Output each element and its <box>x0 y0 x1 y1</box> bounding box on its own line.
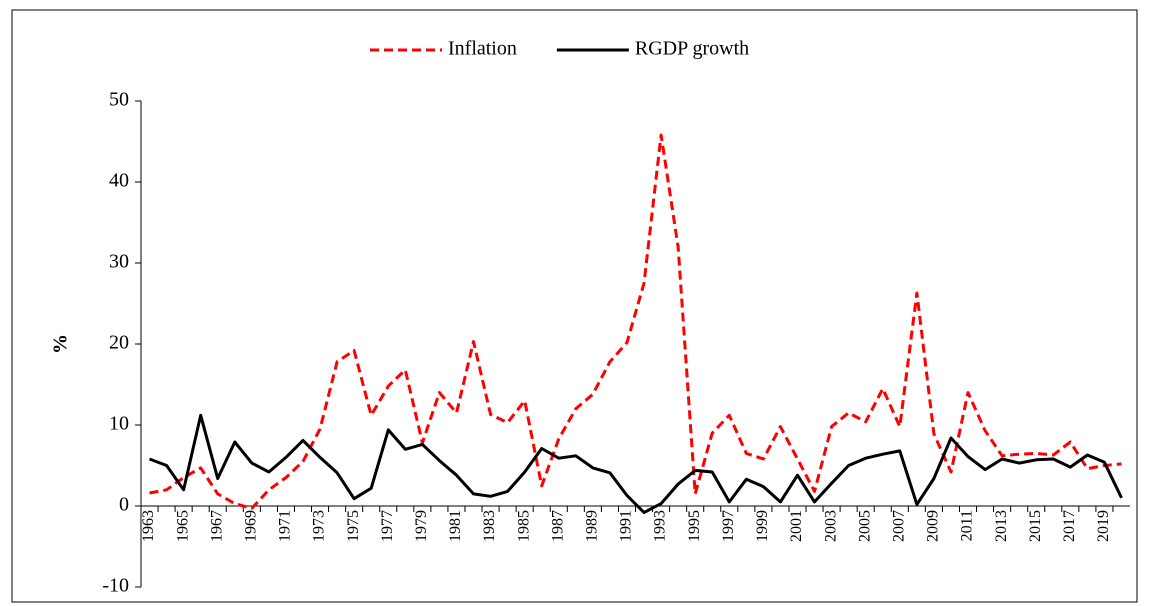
series-line <box>148 413 1123 514</box>
x-tick-label: 2015 <box>1027 510 1044 542</box>
y-tick-label: 0 <box>119 494 129 516</box>
y-tick-label: -10 <box>102 575 129 597</box>
x-tick-label: 1995 <box>686 510 703 542</box>
x-tick-label: 2019 <box>1095 510 1112 542</box>
legend-label: RGDP growth <box>635 38 749 60</box>
y-tick-label: 30 <box>109 251 129 273</box>
series-line <box>149 133 1122 510</box>
x-tick-label: 1967 <box>208 510 225 542</box>
x-tick-label: 2013 <box>993 510 1010 542</box>
x-tick-label: 1999 <box>754 510 771 542</box>
x-tick-label: 1987 <box>549 510 566 542</box>
y-tick-label: 50 <box>109 89 129 111</box>
x-tick-label: 1991 <box>618 510 635 542</box>
x-tick-label: 1969 <box>243 510 260 542</box>
x-tick-label: 2009 <box>925 510 942 542</box>
x-tick-label: 1979 <box>413 510 430 542</box>
y-tick-label: 10 <box>109 413 129 435</box>
x-tick-label: 2003 <box>822 510 839 542</box>
x-tick-label: 1973 <box>311 510 328 542</box>
x-tick-label: 1981 <box>447 510 464 542</box>
x-tick-label: 2011 <box>959 510 976 541</box>
x-tick-label: 1983 <box>481 510 498 542</box>
x-tick-label: 2001 <box>788 510 805 542</box>
y-axis-label: % <box>50 334 72 354</box>
x-tick-label: 1993 <box>652 510 669 542</box>
x-tick-label: 1989 <box>584 510 601 542</box>
y-tick-label: 40 <box>109 170 129 192</box>
x-tick-label: 1975 <box>345 510 362 542</box>
x-tick-label: 2005 <box>856 510 873 542</box>
x-tick-label: 2017 <box>1061 510 1078 542</box>
x-tick-label: 1965 <box>174 510 191 542</box>
chart-frame <box>11 9 1138 603</box>
x-tick-label: 1985 <box>515 510 532 542</box>
x-tick-label: 2007 <box>890 510 907 542</box>
legend-label: Inflation <box>448 38 517 60</box>
x-tick-label: 1971 <box>277 510 294 542</box>
x-tick-label: 1997 <box>720 510 737 542</box>
y-tick-label: 20 <box>109 332 129 354</box>
x-tick-label: 1963 <box>140 510 157 542</box>
x-tick-label: 1977 <box>379 510 396 542</box>
